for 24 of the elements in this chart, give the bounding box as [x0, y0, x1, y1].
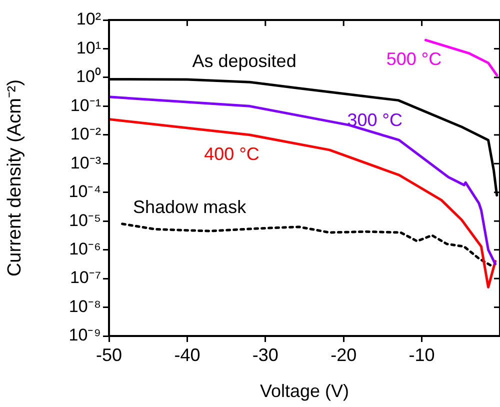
x-tick-label: -40 [174, 344, 200, 365]
y-tick-label: 10⁻⁹ [68, 326, 101, 345]
y-tick-label: 10⁻¹ [70, 96, 102, 115]
y-tick-label: 10⁻⁵ [69, 210, 101, 230]
series-label: 300 °C [347, 110, 402, 130]
y-tick-label: 10⁻³ [70, 153, 102, 172]
y-axis-title: Current density (Acm⁻²) [4, 79, 26, 277]
series-label: 400 °C [204, 144, 260, 164]
x-tick-label: -50 [96, 344, 122, 365]
y-tick-label: 10⁻⁶ [69, 240, 101, 259]
y-tick-label: 10⁰ [76, 67, 101, 86]
y-tick-label: 10⁻² [70, 124, 102, 144]
y-tick-label: 10⁻⁴ [68, 182, 101, 202]
series-label: As deposited [192, 50, 296, 71]
y-tick-label: 10⁻⁷ [70, 268, 101, 288]
x-tick-label: -30 [252, 344, 278, 365]
y-tick-label: 10² [76, 10, 102, 29]
series-label: 500 °C [386, 49, 442, 70]
series-label: Shadow mask [133, 197, 248, 218]
x-tick-label: -10 [408, 344, 435, 365]
y-tick-label: 10¹ [76, 38, 102, 58]
x-axis-title: Voltage (V) [260, 381, 350, 402]
x-tick-label: -20 [330, 344, 357, 365]
y-tick-label: 10⁻⁸ [68, 296, 101, 316]
